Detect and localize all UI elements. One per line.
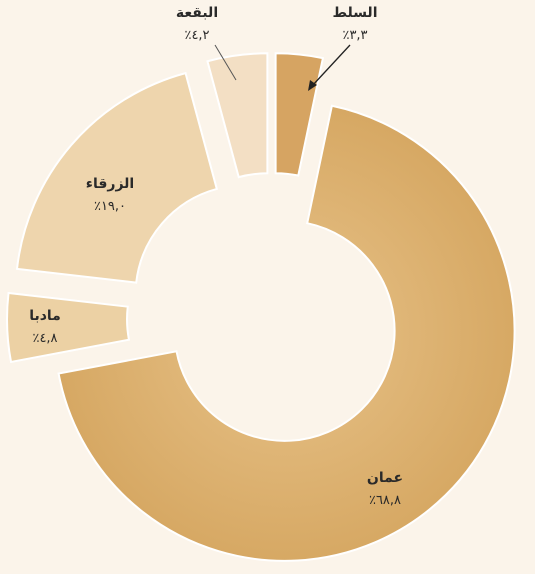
donut-slice	[57, 104, 516, 562]
pointer-line	[214, 44, 237, 81]
value-label: ٪١٩,٠	[94, 199, 126, 214]
category-label: الزرقاء	[86, 176, 134, 192]
value-label: ٪٣,٣	[342, 28, 367, 43]
pointer-line	[311, 44, 351, 87]
pointer-arrow	[308, 80, 317, 91]
category-label: السلط	[332, 5, 377, 21]
slices	[6, 52, 516, 562]
donut-slice	[206, 52, 269, 179]
value-label: ٪٤,٨	[32, 331, 57, 346]
category-label: عمان	[367, 470, 403, 486]
labels: السلط ٪٣,٣ عمان ٪٦٨,٨ مادبا ٪٤,٨ الزرقاء ٪١٩,٠ ا…	[29, 5, 403, 508]
value-label: ٪٤,٢	[184, 28, 209, 43]
value-label: ٪٦٨,٨	[369, 493, 401, 508]
donut-slice	[15, 71, 219, 284]
donut-slice	[6, 291, 131, 364]
category-label: مادبا	[29, 308, 61, 324]
category-label: البقعة	[176, 5, 218, 21]
